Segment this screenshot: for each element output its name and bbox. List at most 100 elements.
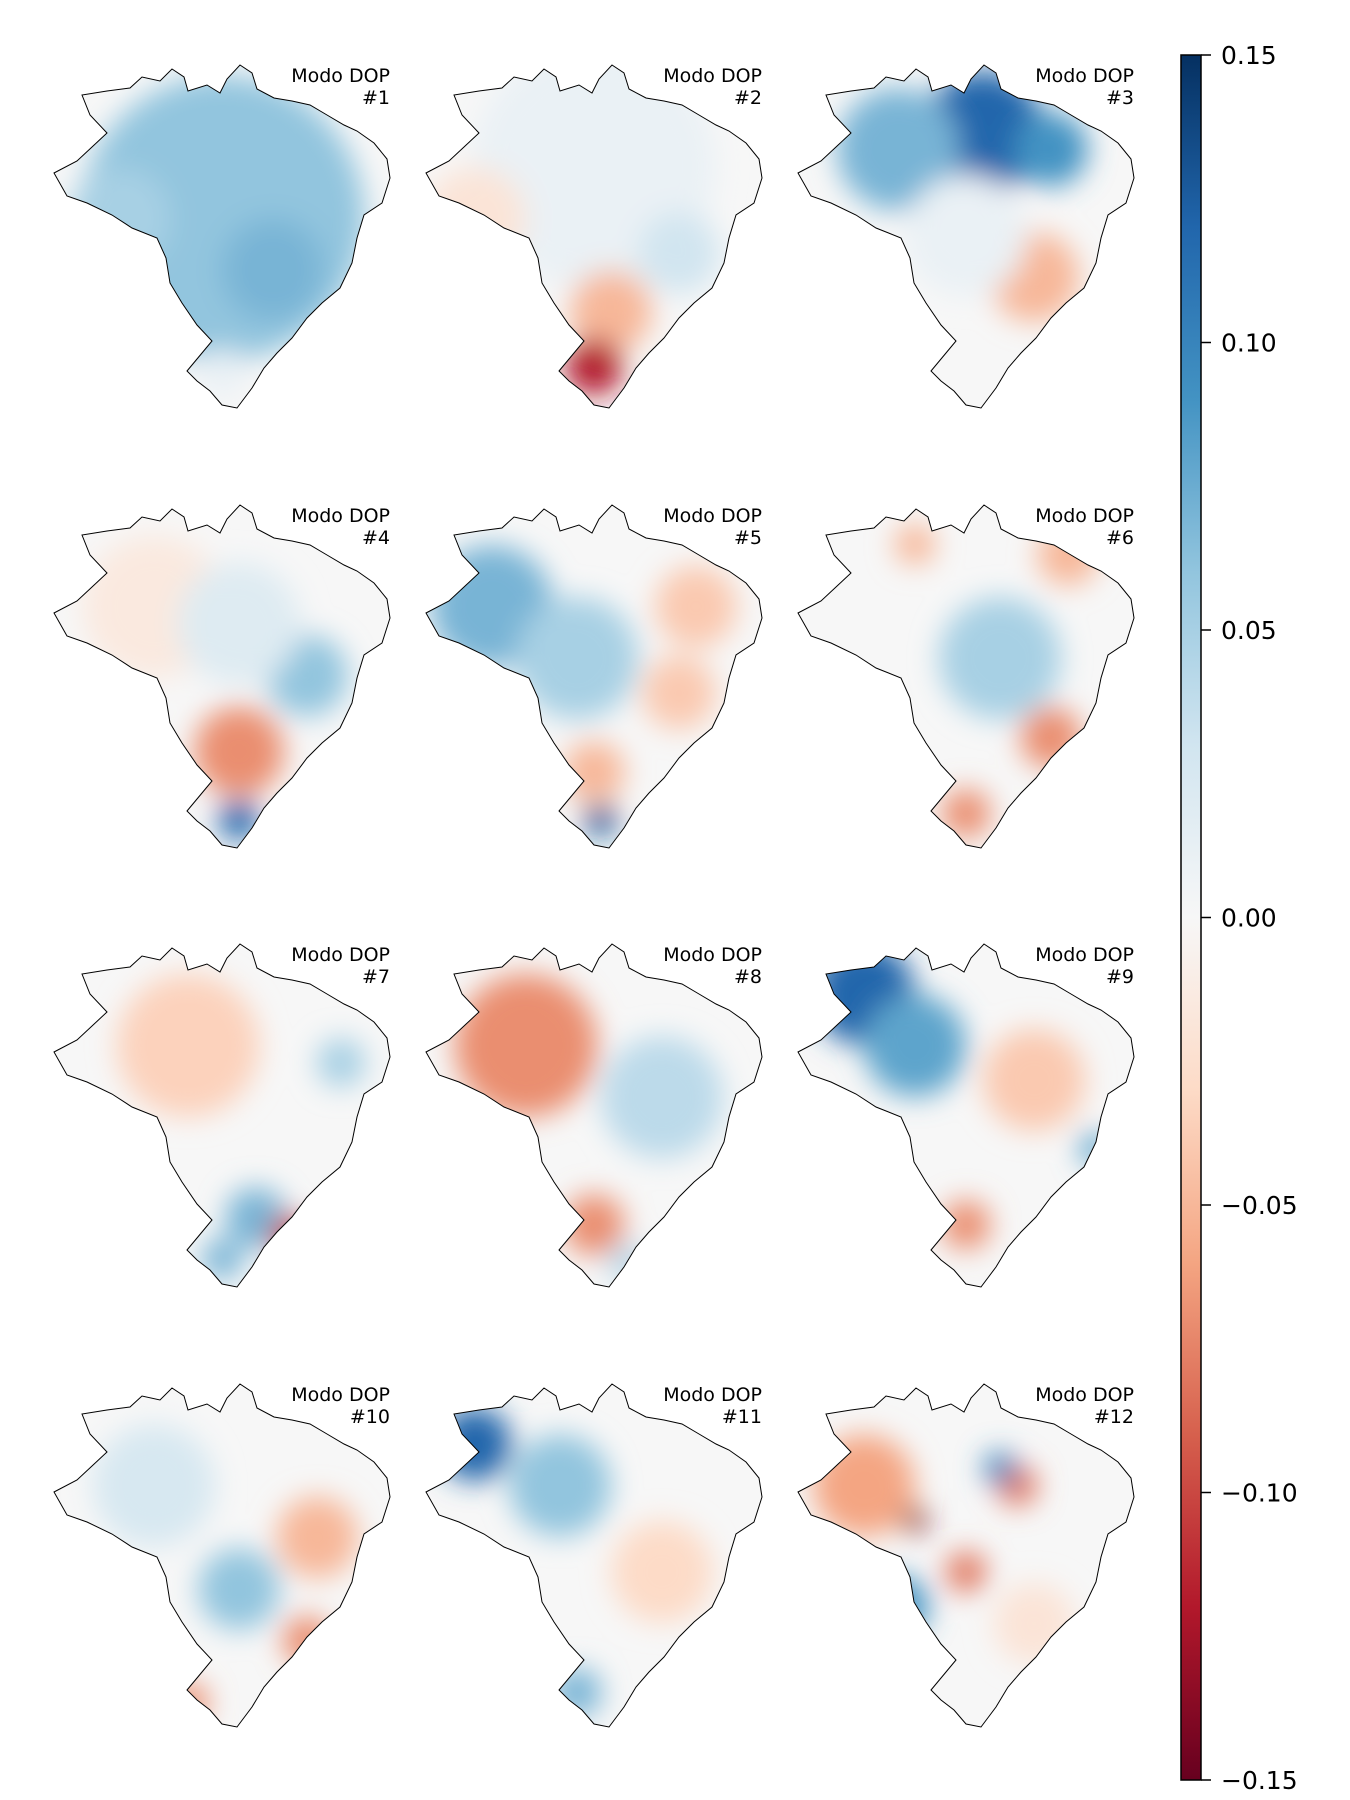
- map-panel-10: Modo DOP#10: [53, 1383, 391, 1728]
- country-outline: [425, 504, 763, 849]
- map-fill: [798, 505, 1134, 848]
- panel-title-line2: #1: [362, 87, 390, 109]
- colorbar-gradient: [1180, 54, 1202, 1781]
- map-fill: [54, 505, 390, 848]
- region-blob: [902, 1507, 928, 1533]
- country-outline: [425, 64, 763, 409]
- panel-title-line2: #3: [1106, 87, 1134, 109]
- map-panel-3: Modo DOP#3: [797, 64, 1135, 409]
- panel-title-line1: Modo DOP: [291, 505, 390, 527]
- region-blob: [177, 562, 301, 685]
- panel-title-line1: Modo DOP: [1035, 65, 1134, 87]
- region-blob: [198, 1548, 280, 1630]
- panel-title-line1: Modo DOP: [291, 944, 390, 966]
- region-blob: [509, 1434, 611, 1537]
- region-blob: [218, 800, 260, 841]
- region-blob: [867, 1575, 929, 1637]
- region-blob: [584, 804, 618, 837]
- region-blob: [225, 1187, 287, 1249]
- region-blob: [269, 1214, 311, 1256]
- colorbar-tick-label: 0.00: [1221, 904, 1277, 933]
- region-blob: [941, 1200, 991, 1250]
- panel-title-line1: Modo DOP: [291, 65, 390, 87]
- map-panel-1: Modo DOP#1: [53, 64, 391, 409]
- country-outline: [53, 943, 391, 1288]
- map-panel-6: Modo DOP#6: [797, 504, 1135, 849]
- country-outline: [797, 943, 1135, 1288]
- colorbar-tick-label: −0.15: [1221, 1766, 1298, 1795]
- colorbar: 0.15 0.10 0.05 0.00 −0.05 −0.10 −0.15: [1180, 41, 1298, 1795]
- panel-title-line1: Modo DOP: [1035, 505, 1134, 527]
- colorbar-tick-label: 0.15: [1221, 41, 1277, 70]
- region-blob: [515, 597, 639, 720]
- region-blob: [607, 1242, 649, 1284]
- region-blob: [904, 174, 1028, 297]
- region-blob: [133, 77, 277, 221]
- panel-title-line2: #7: [362, 966, 390, 988]
- country-outline: [425, 943, 763, 1288]
- colorbar-tick-label: 0.05: [1221, 616, 1277, 645]
- map-panel-4: Modo DOP#4: [53, 504, 391, 849]
- panel-title-line1: Modo DOP: [663, 944, 762, 966]
- country-outline: [797, 64, 1135, 409]
- panel-title-line2: #9: [1106, 966, 1134, 988]
- colorbar-tick-label: −0.05: [1221, 1191, 1298, 1220]
- map-panel-11: Modo DOP#11: [425, 1383, 763, 1728]
- region-blob: [552, 1668, 602, 1717]
- region-blob: [864, 994, 966, 1097]
- panel-title-line2: #8: [734, 966, 762, 988]
- panel-title-line2: #6: [1106, 527, 1134, 549]
- panel-title-line2: #12: [1094, 1406, 1134, 1428]
- region-blob: [642, 656, 716, 730]
- region-blob: [600, 1036, 724, 1159]
- region-blob: [655, 565, 737, 648]
- region-blob: [194, 706, 284, 797]
- region-blob: [563, 1194, 625, 1256]
- map-fill: [798, 944, 1134, 1287]
- region-blob: [836, 88, 960, 211]
- region-blob: [938, 597, 1062, 720]
- region-blob: [983, 1029, 1085, 1131]
- country-outline: [797, 504, 1135, 849]
- map-panel-9: Modo DOP#9: [797, 943, 1135, 1288]
- map-fill: [426, 944, 762, 1287]
- region-blob: [993, 1582, 1075, 1665]
- country-outline: [797, 1383, 1135, 1728]
- map-fill: [798, 65, 1134, 408]
- region-blob: [894, 524, 936, 565]
- panel-title-line1: Modo DOP: [291, 1384, 390, 1406]
- colorbar-tick-label: −0.10: [1221, 1479, 1298, 1508]
- region-blob: [426, 167, 526, 270]
- panel-title-line1: Modo DOP: [663, 505, 762, 527]
- region-blob: [438, 1407, 512, 1481]
- region-blob: [201, 1239, 243, 1280]
- region-blob: [276, 1496, 358, 1579]
- map-fill: [54, 65, 390, 408]
- colorbar-ticks: 0.15 0.10 0.05 0.00 −0.05 −0.10 −0.15: [1201, 41, 1298, 1795]
- panel-title-line2: #10: [350, 1406, 390, 1428]
- map-fill: [426, 505, 762, 848]
- panel-title-line2: #4: [362, 527, 390, 549]
- map-panel-2: Modo DOP#2: [425, 64, 763, 409]
- map-fill: [426, 1384, 762, 1727]
- panel-title-line2: #5: [734, 527, 762, 549]
- panel-title-line1: Modo DOP: [663, 65, 762, 87]
- map-fill: [798, 1384, 1134, 1727]
- map-panel-8: Modo DOP#8: [425, 943, 763, 1288]
- region-blob: [197, 349, 247, 398]
- region-blob: [92, 1424, 216, 1547]
- country-outline: [425, 1383, 763, 1728]
- panel-title-line2: #11: [722, 1406, 762, 1428]
- region-blob: [316, 1038, 366, 1088]
- country-outline: [53, 504, 391, 849]
- map-panel-12: Modo DOP#12: [797, 1383, 1135, 1728]
- map-fill: [54, 944, 390, 1287]
- map-fill: [426, 65, 762, 408]
- region-blob: [116, 974, 260, 1117]
- panel-title-line2: #2: [734, 87, 762, 109]
- map-panel-5: Modo DOP#5: [425, 504, 763, 849]
- region-blob: [454, 974, 598, 1117]
- region-blob: [638, 212, 720, 294]
